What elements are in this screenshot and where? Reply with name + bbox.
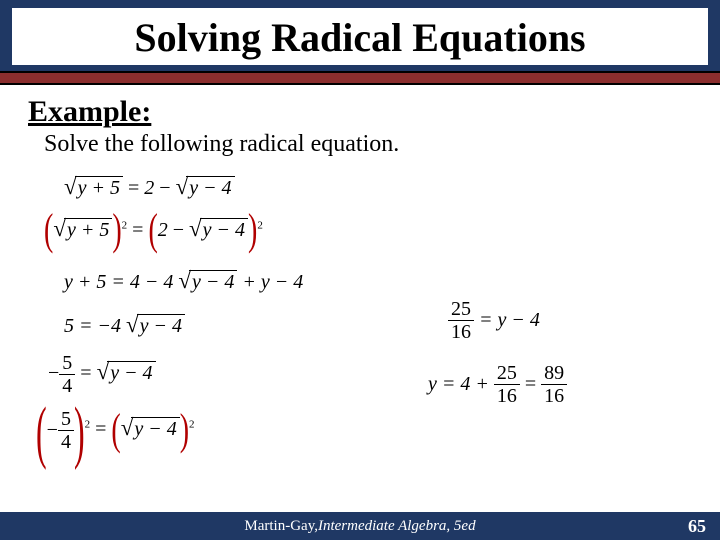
equation-2: (y + 5)2 = (2 − y − 4)2	[44, 216, 263, 242]
footer-book: Intermediate Algebra, 5ed	[318, 518, 476, 535]
equation-1: y + 5 = 2 − y − 4	[64, 174, 235, 200]
example-label: Example:	[28, 95, 692, 129]
page-title: Solving Radical Equations	[12, 8, 708, 65]
equation-r1: 2516 = y − 4	[448, 298, 540, 343]
page-number: 65	[688, 516, 706, 537]
slide-content: Example: Solve the following radical equ…	[0, 85, 720, 158]
example-subtitle: Solve the following radical equation.	[44, 131, 692, 158]
equation-5: −54 = y − 4	[48, 352, 156, 397]
footer-author: Martin-Gay,	[244, 518, 318, 535]
equation-r2: y = 4 + 2516 = 8916	[428, 362, 567, 407]
slide-footer: Martin-Gay, Intermediate Algebra, 5ed 65	[0, 512, 720, 540]
slide-header: Solving Radical Equations	[0, 0, 720, 85]
equation-4: 5 = −4 y − 4	[64, 312, 185, 338]
equation-6: (−54)2 = (y − 4)2	[36, 408, 195, 453]
equation-3: y + 5 = 4 − 4 y − 4 + y − 4	[64, 268, 303, 294]
accent-bar	[0, 71, 720, 85]
